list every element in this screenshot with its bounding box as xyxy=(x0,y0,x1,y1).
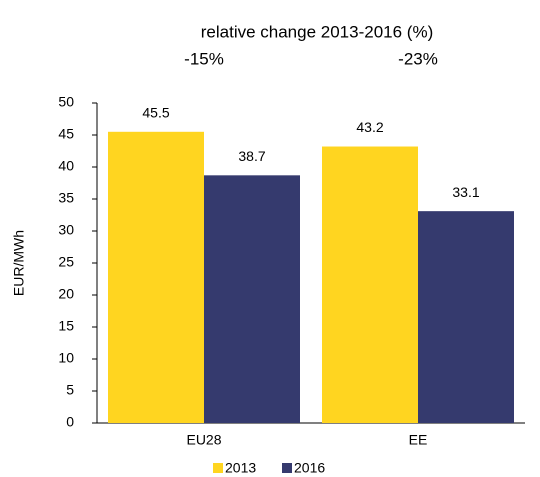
bar xyxy=(418,211,514,423)
annotation: -23% xyxy=(398,49,438,68)
bar xyxy=(322,146,418,423)
y-tick-label: 45 xyxy=(58,126,74,142)
y-tick-label: 50 xyxy=(58,94,74,110)
y-tick-label: 40 xyxy=(58,158,74,174)
x-tick-label: EE xyxy=(409,432,428,448)
y-tick-label: 15 xyxy=(58,318,74,334)
y-tick-label: 25 xyxy=(58,254,74,270)
x-tick-label: EU28 xyxy=(186,432,221,448)
y-tick-label: 5 xyxy=(66,382,74,398)
y-tick-label: 35 xyxy=(58,190,74,206)
legend-label: 2013 xyxy=(225,460,256,476)
legend-swatch xyxy=(213,463,223,473)
y-tick-label: 30 xyxy=(58,222,74,238)
y-tick-label: 20 xyxy=(58,286,74,302)
data-label: 38.7 xyxy=(238,148,265,164)
y-tick-label: 0 xyxy=(66,414,74,430)
data-label: 33.1 xyxy=(452,184,479,200)
y-axis-label: EUR/MWh xyxy=(11,230,27,296)
bar xyxy=(204,175,300,423)
chart-title: relative change 2013-2016 (%) xyxy=(201,22,433,41)
data-label: 45.5 xyxy=(142,105,169,121)
data-label: 43.2 xyxy=(356,119,383,135)
bar xyxy=(108,131,204,424)
y-tick-label: 10 xyxy=(58,350,74,366)
annotation: -15% xyxy=(184,49,224,68)
legend-label: 2016 xyxy=(294,460,325,476)
legend-swatch xyxy=(282,463,292,473)
